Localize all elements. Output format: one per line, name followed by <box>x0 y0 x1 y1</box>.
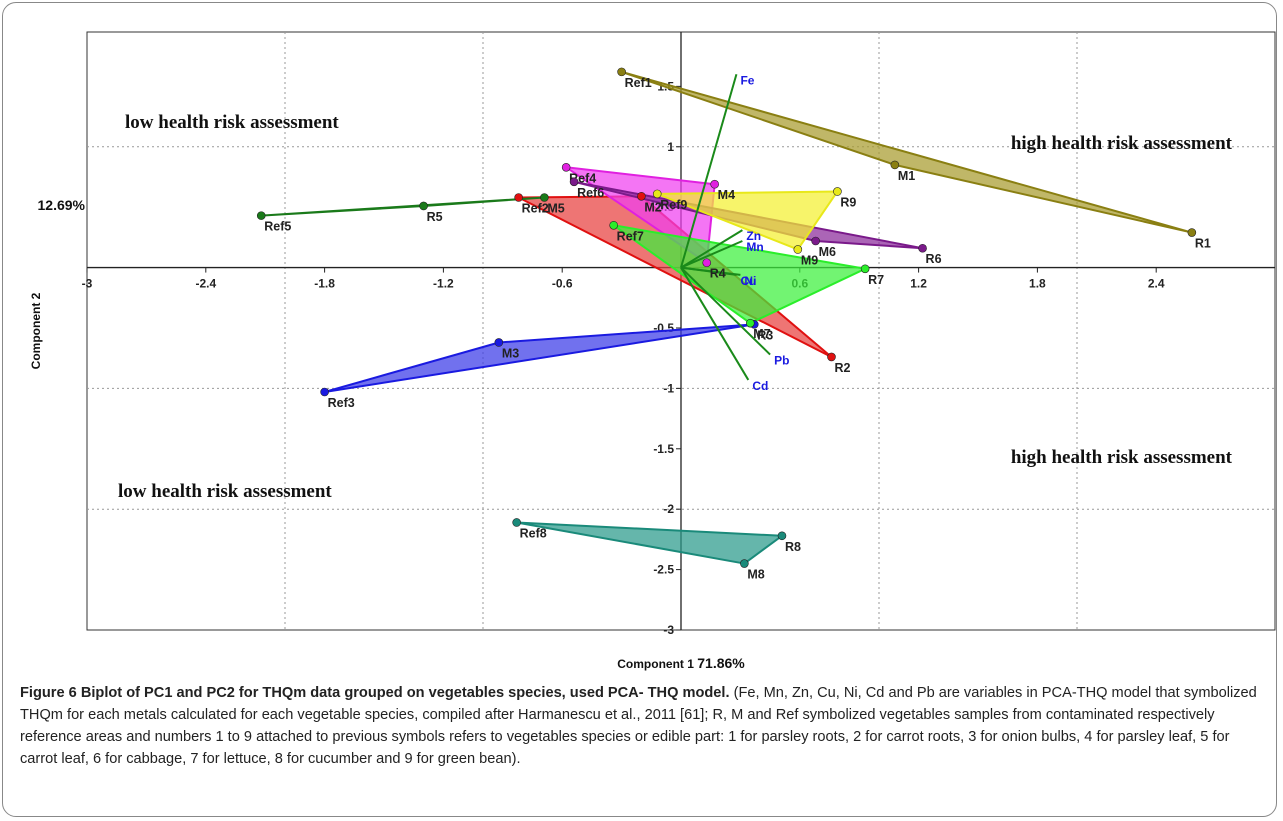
data-point-label: R9 <box>840 195 856 209</box>
data-point <box>419 201 428 211</box>
data-point <box>514 193 523 202</box>
data-point-label: R5 <box>427 210 443 224</box>
data-point <box>833 187 842 196</box>
variable-vector-label: Cd <box>752 379 768 393</box>
group-polygon <box>656 190 839 251</box>
x-tick-label: 2.4 <box>1148 277 1165 291</box>
figure-caption-text: (Fe, Mn, Zn, Cu, Ni, Cd and Pb are varia… <box>20 685 1257 767</box>
figure-caption: Figure 6 Biplot of PC1 and PC2 for THQm … <box>20 682 1270 770</box>
data-point <box>827 352 836 362</box>
data-point-label: Ref7 <box>617 229 644 243</box>
data-point <box>512 518 521 527</box>
data-point-label: R1 <box>1195 237 1211 251</box>
data-point <box>637 191 646 201</box>
data-point <box>617 67 626 77</box>
x-tick-label: -1.8 <box>314 277 335 291</box>
data-point <box>811 236 820 246</box>
x-tick-label: -1.2 <box>433 277 454 291</box>
group-polygon <box>620 70 1193 234</box>
data-point <box>320 387 329 397</box>
data-point-label: Ref1 <box>625 76 652 90</box>
data-point-label: R2 <box>834 361 850 375</box>
data-point-label: R3 <box>757 328 773 342</box>
data-point <box>710 179 719 189</box>
y-tick-label: -1.5 <box>653 442 674 456</box>
y-tick-label: -2 <box>663 502 674 516</box>
data-point-label: R7 <box>868 273 884 287</box>
y-axis-title: Component 2 <box>29 292 43 369</box>
data-point-label: M9 <box>801 253 818 267</box>
x-tick-label: -0.6 <box>552 277 573 291</box>
data-point <box>745 318 755 328</box>
data-point-label: R8 <box>785 540 801 554</box>
variable-vector-label: Zn <box>746 229 761 243</box>
variable-vector-label: Mn <box>746 240 763 254</box>
data-point-label: Ref3 <box>328 396 355 410</box>
data-point-label: Ref2 <box>522 202 549 216</box>
data-point <box>652 189 662 199</box>
x-axis-title: Component 1 71.86% <box>617 655 745 671</box>
x-axis-title-text: Component 1 <box>617 657 697 671</box>
data-point <box>256 211 266 220</box>
variable-vector-label: Pb <box>774 354 789 368</box>
data-point-label: M2 <box>644 200 661 214</box>
y-tick-label: -2.5 <box>653 563 674 577</box>
data-point-label: M5 <box>547 202 564 216</box>
data-point <box>860 264 870 274</box>
data-point-label: Ref9 <box>660 198 687 212</box>
quadrant-annotation: low health risk assessment <box>125 112 339 133</box>
data-point-label: Ref8 <box>520 526 547 540</box>
variable-vector-label: Cu <box>740 274 756 288</box>
data-point-label: Ref6 <box>577 186 604 200</box>
variable-vector-label: Fe <box>740 73 754 87</box>
variable-vector <box>680 240 743 269</box>
variable-vector <box>680 266 741 276</box>
data-point-label: R4 <box>710 267 726 281</box>
y-tick-label: -1 <box>663 381 674 395</box>
data-point-label: M4 <box>718 188 735 202</box>
data-point <box>918 243 927 253</box>
group-polygon <box>515 521 783 565</box>
data-point-label: Ref5 <box>264 220 291 234</box>
y-axis-variance: 12.69% <box>38 197 86 213</box>
biplot-chart: -3-2.4-1.8-1.2-0.60.61.21.82.4-3-2.5-2-1… <box>29 31 1276 671</box>
data-point <box>494 338 504 347</box>
data-point <box>702 258 712 268</box>
data-point-label: M8 <box>747 568 764 582</box>
variable-vector <box>680 229 743 269</box>
data-point <box>569 177 579 187</box>
data-point-label: R6 <box>926 252 942 266</box>
data-point <box>890 160 900 170</box>
data-point <box>793 245 803 254</box>
data-point <box>609 220 618 230</box>
data-point-label: M1 <box>898 169 915 183</box>
data-point <box>1187 228 1197 237</box>
x-tick-label: -3 <box>82 277 93 291</box>
variable-vector <box>680 266 771 356</box>
group-polygon <box>323 323 756 394</box>
quadrant-annotation: low health risk assessment <box>118 481 332 502</box>
data-point-label: M7 <box>753 327 770 341</box>
variable-vector <box>680 267 750 381</box>
quadrant-annotation: high health risk assessment <box>1011 133 1233 154</box>
data-point <box>740 559 749 568</box>
group-polygon <box>260 196 546 217</box>
quadrant-annotation: high health risk assessment <box>1011 447 1233 468</box>
figure-caption-title: Figure 6 Biplot of PC1 and PC2 for THQm … <box>20 685 730 701</box>
x-axis-variance: 71.86% <box>697 655 745 671</box>
data-point-label: M6 <box>819 245 836 259</box>
x-tick-label: -2.4 <box>195 277 216 291</box>
variable-vector-label: Ni <box>744 274 756 288</box>
y-tick-label: -3 <box>663 623 674 637</box>
data-point <box>777 531 787 541</box>
x-tick-label: 1.8 <box>1029 277 1046 291</box>
data-point <box>540 193 549 202</box>
x-tick-label: 1.2 <box>910 277 927 291</box>
y-tick-label: 1 <box>667 140 674 154</box>
data-point-label: M3 <box>502 346 519 360</box>
variable-vector <box>680 74 738 268</box>
data-point <box>561 163 571 172</box>
